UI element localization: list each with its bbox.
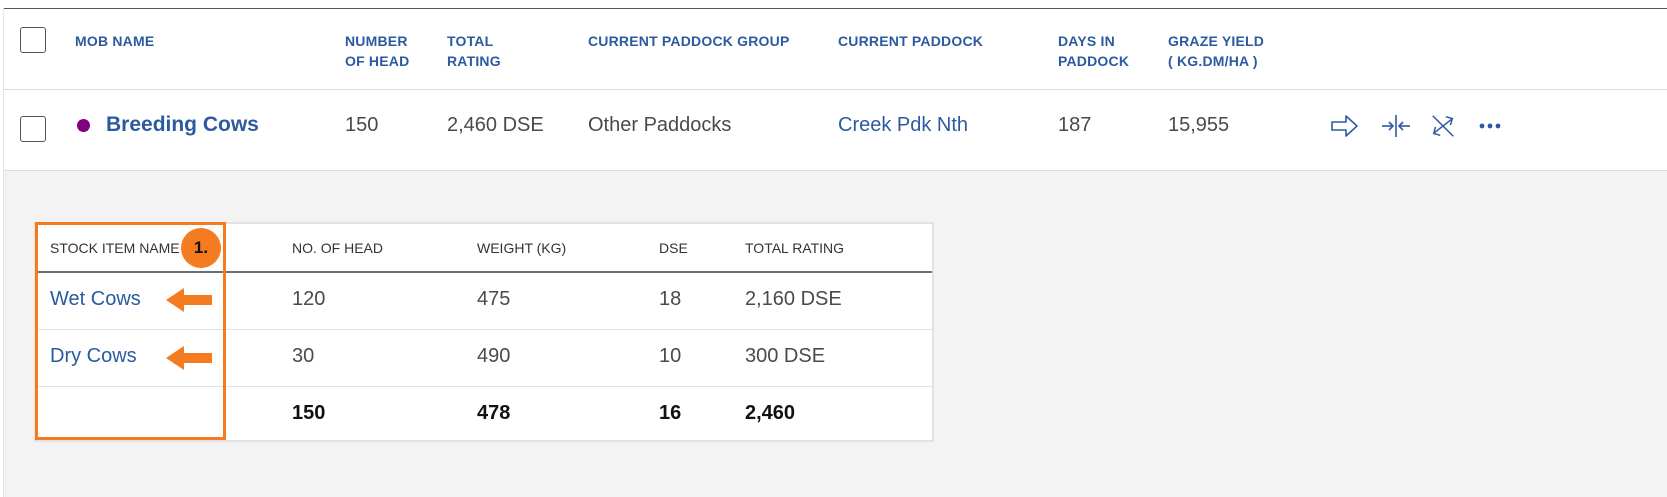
total-rating-sum: 2,460 [745, 402, 796, 424]
top-rule [3, 8, 1667, 9]
stock-item-weight: 490 [477, 345, 511, 367]
select-all-checkbox[interactable] [20, 27, 46, 53]
col-days-line2: PADDOCK [1058, 53, 1130, 69]
stock-item-head: 30 [292, 345, 315, 367]
col-paddock-group[interactable]: CURRENT PADDOCK GROUP [588, 33, 790, 49]
stock-item-dse: 18 [659, 288, 682, 310]
stock-item-weight: 475 [477, 288, 511, 310]
col-no-of-head: NO. OF HEAD [292, 240, 384, 256]
col-mob-name[interactable]: MOB NAME [75, 33, 155, 49]
row-divider [36, 329, 932, 330]
col-days-line1: DAYS IN [1058, 33, 1115, 49]
left-rule [3, 8, 4, 497]
col-number-of-head[interactable]: NUMBER OF HEAD [345, 31, 409, 71]
highlight-box [35, 222, 226, 440]
col-total-rating[interactable]: TOTAL RATING [447, 31, 501, 71]
total-head: 150 [292, 402, 326, 424]
step-badge: 1. [181, 228, 221, 268]
table-header: MOB NAME NUMBER OF HEAD TOTAL RATING CUR… [4, 9, 1667, 90]
total-rating: 2,460 DSE [447, 114, 544, 136]
arrow-left-icon [166, 288, 212, 312]
merge-icon[interactable] [1380, 112, 1412, 140]
stock-item-link[interactable]: Dry Cows [50, 345, 137, 367]
arrow-left-icon [166, 346, 212, 370]
total-dse: 16 [659, 402, 682, 424]
total-weight: 478 [477, 402, 511, 424]
move-arrow-icon[interactable] [1330, 112, 1360, 140]
stock-item-link[interactable]: Wet Cows [50, 288, 141, 310]
paddock-link[interactable]: Creek Pdk Nth [838, 114, 969, 136]
paddock-group: Other Paddocks [588, 114, 732, 136]
col-number-of-head-line1: NUMBER [345, 33, 408, 49]
mob-name-link[interactable]: Breeding Cows [106, 113, 259, 136]
col-stock-item-name: STOCK ITEM NAME [50, 240, 180, 256]
col-total-rating-line1: TOTAL [447, 33, 494, 49]
row-checkbox[interactable] [20, 116, 46, 142]
stock-items-table: STOCK ITEM NAME NO. OF HEAD WEIGHT (KG) … [34, 222, 934, 442]
col-weight: WEIGHT (KG) [477, 240, 567, 256]
col-graze-line2: ( KG.DM/HA ) [1168, 53, 1258, 69]
mob-color-dot [77, 119, 90, 132]
col-graze-yield[interactable]: GRAZE YIELD ( KG.DM/HA ) [1168, 31, 1264, 71]
stock-item-rating: 2,160 DSE [745, 288, 842, 310]
stock-item-dse: 10 [659, 345, 682, 367]
col-total-rating: TOTAL RATING [745, 240, 845, 256]
col-days-in-paddock[interactable]: DAYS IN PADDOCK [1058, 31, 1129, 71]
split-icon[interactable] [1428, 112, 1458, 140]
days-in-paddock: 187 [1058, 114, 1092, 136]
col-paddock[interactable]: CURRENT PADDOCK [838, 33, 984, 49]
row-divider [36, 386, 932, 387]
stock-item-rating: 300 DSE [745, 345, 826, 367]
more-icon[interactable] [1478, 112, 1502, 140]
col-graze-line1: GRAZE YIELD [1168, 33, 1265, 49]
col-dse: DSE [659, 240, 688, 256]
table-row[interactable]: Breeding Cows 150 2,460 DSE Other Paddoc… [4, 90, 1667, 171]
number-of-head: 150 [345, 114, 379, 136]
col-number-of-head-line2: OF HEAD [345, 53, 410, 69]
graze-yield: 15,955 [1168, 114, 1230, 136]
stock-item-head: 120 [292, 288, 326, 310]
header-divider [36, 271, 932, 273]
col-total-rating-line2: RATING [447, 53, 501, 69]
